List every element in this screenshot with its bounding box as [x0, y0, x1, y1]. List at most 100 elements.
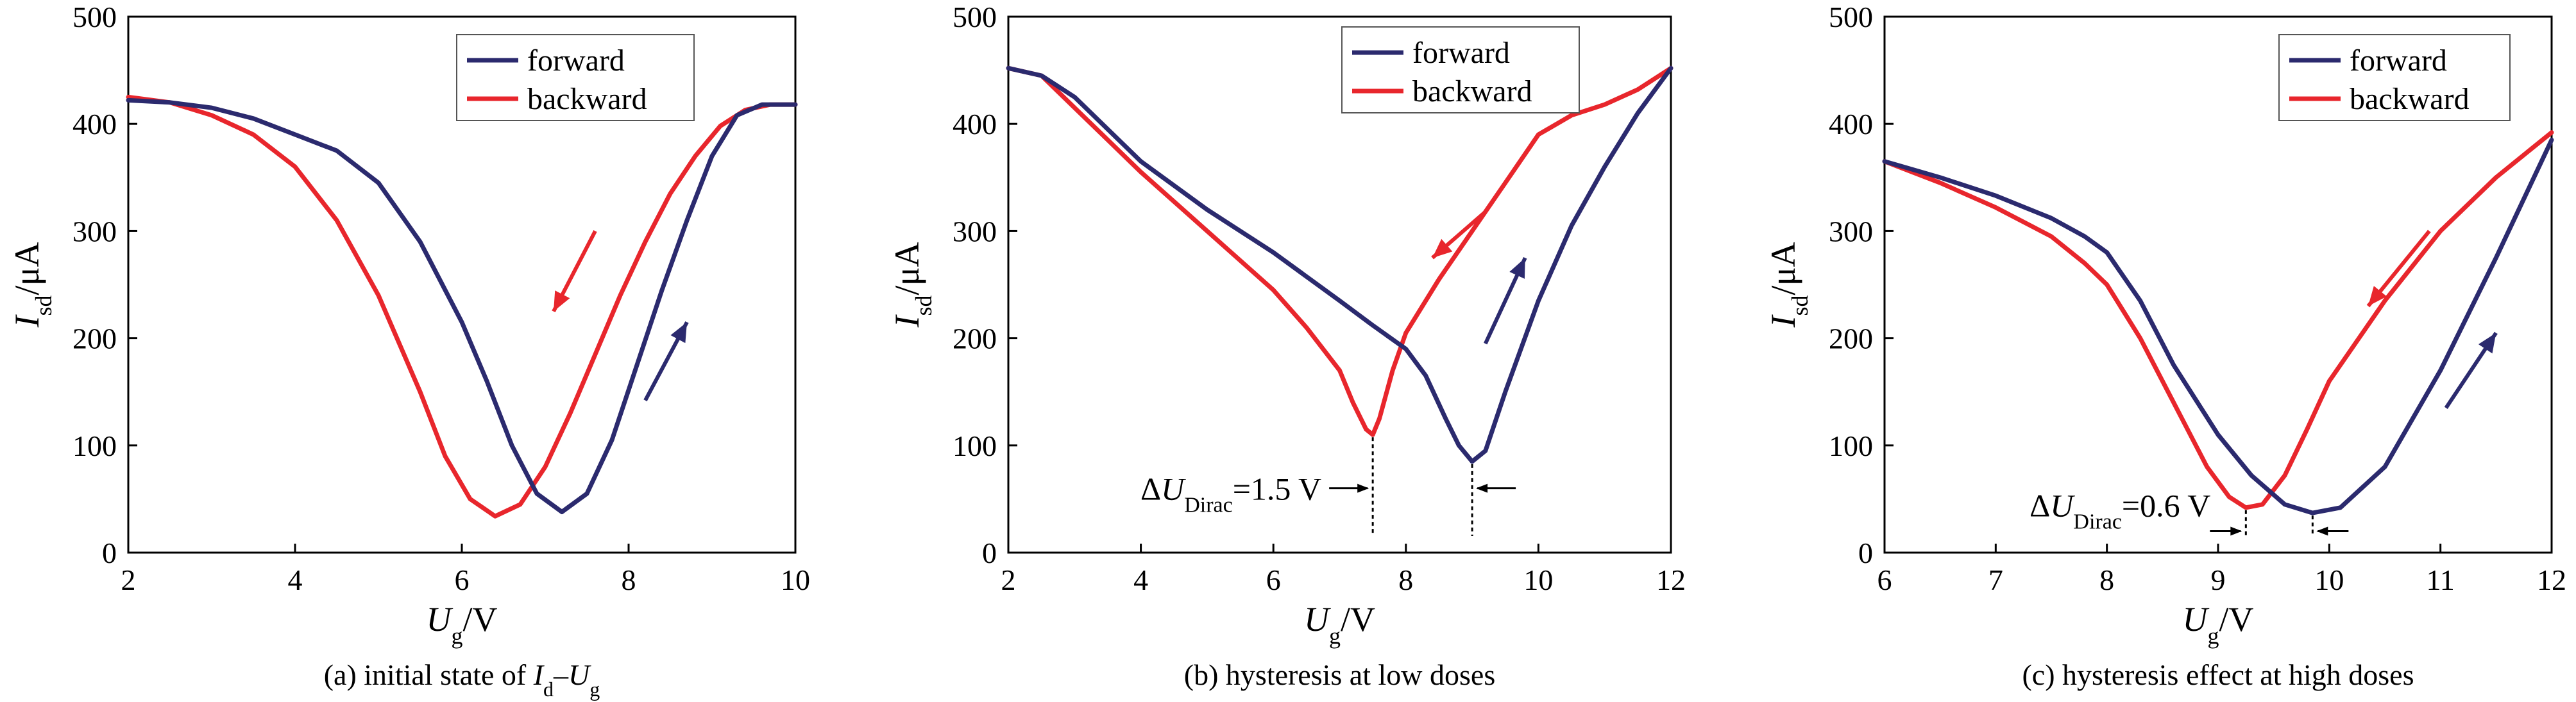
- x-tick-label: 12: [2537, 564, 2566, 596]
- series-line-backward: [1006, 65, 1674, 437]
- y-tick-label: 300: [1829, 215, 1873, 247]
- x-tick-label: 8: [2099, 564, 2114, 596]
- legend-box: [1341, 26, 1580, 113]
- legend-box: [456, 34, 695, 121]
- dirac-annotation-var: U: [2050, 487, 2075, 523]
- legend-label-forward: forward: [2350, 44, 2447, 78]
- y-tick-label: 300: [72, 215, 117, 247]
- x-tick-label: 8: [622, 564, 636, 596]
- caption-sub-d: d: [543, 678, 554, 701]
- y-tick-label: 100: [1829, 430, 1873, 462]
- dirac-annotation-var: U: [1161, 471, 1186, 507]
- x-tick-label: 6: [1266, 564, 1281, 596]
- dirac-arrow-right-head: [2316, 526, 2328, 536]
- arrow-head-forward: [2478, 333, 2496, 354]
- x-tick-label: 9: [2211, 564, 2226, 596]
- y-axis-label-unit: /μA: [1764, 242, 1802, 296]
- x-axis-label: Ug/V: [427, 600, 498, 649]
- x-axis-label: Ug/V: [2183, 600, 2254, 649]
- x-tick-label: 11: [2427, 564, 2455, 596]
- y-tick-label: 0: [1858, 537, 1873, 569]
- panel-caption: (c) hysteresis effect at high doses: [2022, 658, 2414, 691]
- x-axis-label-var: U: [427, 600, 453, 639]
- dirac-annotation-value: =0.6 V: [2122, 487, 2210, 523]
- arrow-head-backward: [1432, 238, 1453, 258]
- x-axis-label-var: U: [1304, 600, 1331, 639]
- y-axis-label: Isd/μA: [1764, 242, 1813, 328]
- panel-3: 6 7 8 9 10 11 120100200300400500Ug/VIsd/μAΔUDi…: [1764, 1, 2566, 691]
- dirac-arrow-right-head: [1476, 483, 1488, 493]
- y-axis-label-var: I: [1764, 313, 1802, 328]
- y-tick-label: 100: [72, 430, 117, 462]
- x-axis-label-var: U: [2183, 600, 2210, 639]
- x-tick-label: 12: [1656, 564, 1686, 596]
- dirac-annotation-sub: Dirac: [1184, 493, 1233, 517]
- y-tick-label: 100: [953, 430, 997, 462]
- dirac-annotation-delta: Δ: [2029, 487, 2050, 523]
- dirac-arrow-left-head: [1357, 483, 1369, 493]
- dirac-annotation-sub: Dirac: [2073, 510, 2122, 533]
- series-line-forward: [1006, 65, 1674, 464]
- arrow-head-backward: [554, 290, 570, 312]
- x-tick-label: 7: [1988, 564, 2003, 596]
- y-axis-label-unit: /μA: [888, 242, 926, 296]
- y-tick-label: 400: [1829, 108, 1873, 140]
- x-tick-label: 10: [781, 564, 810, 596]
- caption-var-u: U: [568, 658, 591, 691]
- y-tick-label: 200: [1829, 322, 1873, 355]
- x-tick-label: 8: [1398, 564, 1413, 596]
- dirac-annotation-delta: Δ: [1140, 471, 1161, 507]
- legend-label-backward: backward: [1412, 74, 1532, 108]
- legend: forward backward: [2278, 34, 2511, 121]
- legend-label-backward: backward: [2350, 82, 2470, 116]
- y-tick-label: 500: [1829, 1, 1873, 33]
- caption-dash: –: [553, 658, 569, 691]
- series-line-forward: [1882, 137, 2554, 515]
- x-tick-label: 6: [1877, 564, 1892, 596]
- legend-label-forward: forward: [527, 44, 625, 78]
- plot-frame: [1007, 15, 1672, 554]
- y-axis-label-var: I: [8, 313, 46, 328]
- y-tick-label: 200: [953, 322, 997, 355]
- x-tick-label: 10: [1523, 564, 1553, 596]
- dirac-annotation-value: =1.5 V: [1233, 471, 1321, 507]
- y-tick-label: 300: [953, 215, 997, 247]
- x-axis-label-sub: g: [2208, 623, 2219, 649]
- arrow-head-backward: [2368, 285, 2387, 306]
- y-axis-label-sub: sd: [1787, 295, 1813, 315]
- dirac-annotation: ΔUDirac=0.6 V: [2029, 487, 2210, 533]
- legend-box: [2278, 34, 2511, 121]
- x-axis-label-unit: /V: [2219, 600, 2254, 639]
- panel-1: 2 4 6 8 100100200300400500Ug/VIsd/μAforwardb…: [8, 1, 810, 701]
- arrow-head-forward: [670, 322, 687, 344]
- legend-label-forward: forward: [1412, 36, 1510, 70]
- legend: forward backward: [1341, 26, 1580, 113]
- panel-2: 2 4 6 8 10 120100200300400500Ug/VIsd/μAΔUDira…: [888, 1, 1686, 691]
- caption-var-i: I: [533, 658, 545, 691]
- x-tick-label: 2: [121, 564, 136, 596]
- x-axis-label-unit: /V: [1341, 600, 1375, 639]
- x-tick-label: 6: [455, 564, 470, 596]
- series-line-backward: [126, 94, 798, 519]
- y-axis-label: Isd/μA: [8, 242, 56, 328]
- x-axis-label-sub: g: [1329, 623, 1341, 649]
- legend-label-backward: backward: [527, 82, 647, 116]
- x-tick-label: 4: [288, 564, 303, 596]
- y-axis-label-sub: sd: [31, 295, 56, 315]
- panel-caption: (b) hysteresis at low doses: [1184, 658, 1495, 691]
- x-tick-label: 4: [1133, 564, 1148, 596]
- y-tick-label: 400: [953, 108, 997, 140]
- y-tick-label: 500: [953, 1, 997, 33]
- series-line-backward: [1882, 130, 2554, 510]
- y-tick-label: 0: [982, 537, 997, 569]
- series-line-forward: [126, 97, 798, 514]
- y-tick-label: 0: [102, 537, 117, 569]
- arrow-head-forward: [1509, 258, 1525, 279]
- y-tick-label: 500: [72, 1, 117, 33]
- y-tick-label: 200: [72, 322, 117, 355]
- x-axis-label-sub: g: [452, 623, 463, 649]
- dirac-annotation: ΔUDirac=1.5 V: [1140, 471, 1321, 517]
- legend: forward backward: [456, 34, 695, 121]
- caption-prefix: (a) initial state of: [324, 658, 534, 691]
